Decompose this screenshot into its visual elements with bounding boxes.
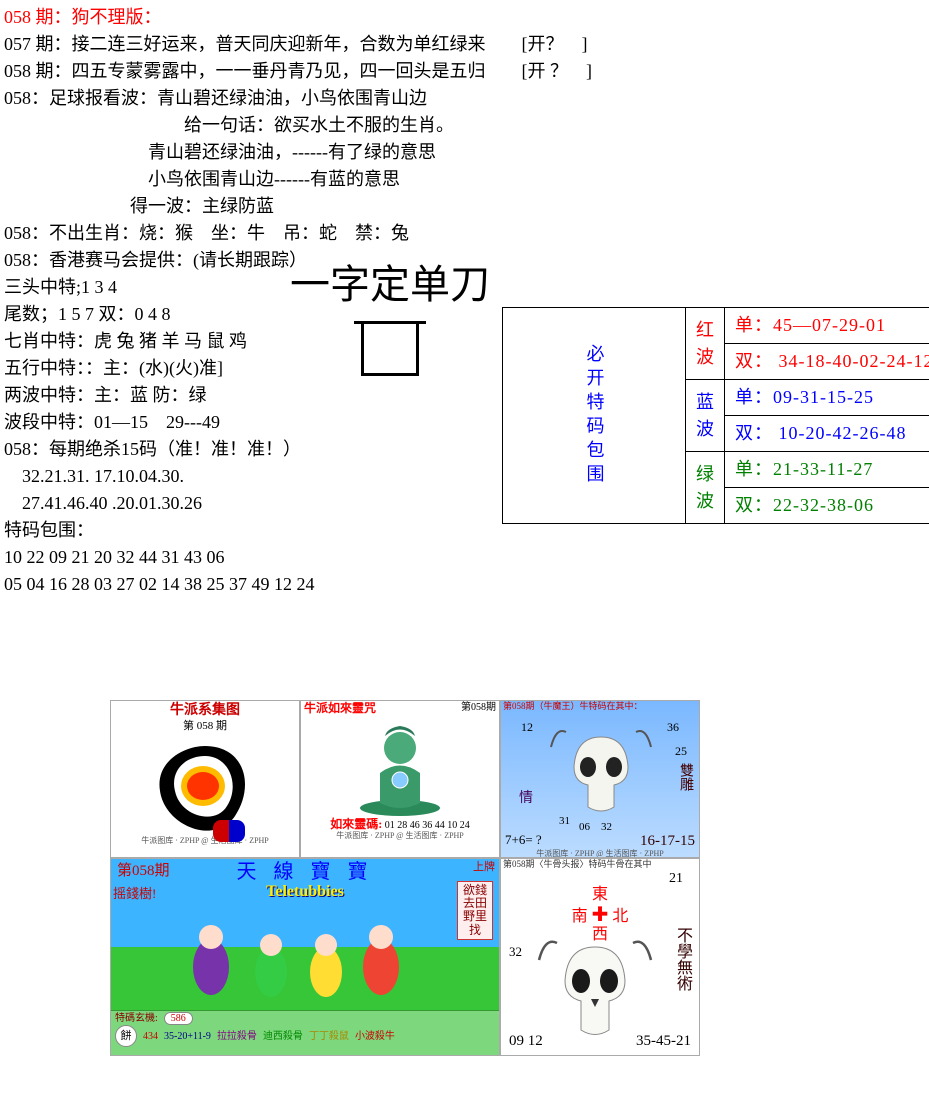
blue-even: 双： 10-20-42-26-48	[725, 416, 929, 452]
green-odd: 单：21-33-11-27	[725, 452, 929, 488]
p4-issue: 第058期	[117, 863, 170, 880]
p4-coin-icon: 餅	[115, 1025, 137, 1047]
blue-odd: 单：09-31-15-25	[725, 380, 929, 416]
p3-n12: 12	[521, 721, 533, 734]
gallery-panel-3: 第058期（牛魔王）牛特码在其中： 12 36 25 雙雕 情 31 06	[500, 700, 700, 858]
p2-issue: 第058期	[461, 702, 496, 715]
p3-n36: 36	[667, 721, 679, 734]
p3-header: 第058期（牛魔王）牛特码在其中：	[501, 701, 699, 713]
header-title: 058 期：狗不理版：	[4, 4, 929, 31]
football-l2: 给一句话：欲买水土不服的生肖。	[4, 112, 929, 139]
swirl-icon	[145, 736, 265, 836]
gallery-panel-1: 牛派系集图 第 058 期 牛派图库 · ZPHP @ 生活图库 · ZPHP	[110, 700, 300, 858]
tema-row1: 10 22 09 21 20 32 44 31 43 06	[4, 544, 929, 571]
p2-bottom: 如來靈碼: 01 28 46 36 44 10 24	[301, 818, 499, 831]
p5-n21: 21	[501, 871, 699, 886]
wave-green: 绿波	[686, 452, 725, 524]
image-gallery: 牛派系集图 第 058 期 牛派图库 · ZPHP @ 生活图库 · ZPHP …	[110, 700, 700, 1056]
hk-line: 058：香港赛马会提供：(请长期跟踪）	[4, 247, 929, 274]
p4-f2: 迪西殺骨	[263, 1031, 303, 1042]
football-l1: 058：足球报看波：青山碧还绿油油，小鸟依围青山边	[4, 85, 929, 112]
teletubbies-icon	[171, 907, 471, 1007]
p3-footer: 牛派图库 · ZPHP @ 生活图库 · ZPHP	[501, 849, 699, 858]
p2-footer: 牛派图库 · ZPHP @ 生活图库 · ZPHP	[301, 831, 499, 842]
p3-result: 16-17-15	[640, 833, 695, 850]
p5-n32: 32	[509, 945, 522, 959]
gallery-panel-2: 牛派如來靈咒 第058期 如來靈碼: 01 28 46 36 44 10 24 …	[300, 700, 500, 858]
p3-n06: 06	[579, 821, 590, 833]
skull-icon	[546, 727, 656, 817]
p2-title: 牛派如來靈咒	[304, 702, 376, 715]
wave-blue: 蓝波	[686, 380, 725, 452]
codes-table-wrap: 必开特码包围 红波 单：45—07-29-01 双： 34-18-40-02-2…	[502, 307, 929, 524]
p4-f4: 小波殺牛	[355, 1031, 395, 1042]
green-even: 双：22-32-38-06	[725, 488, 929, 524]
wave-red: 红波	[686, 308, 725, 380]
p3-n25: 25	[675, 745, 687, 758]
three-head: 三头中特;1 3 4	[4, 274, 929, 301]
red-odd: 单：45—07-29-01	[725, 308, 929, 344]
gallery-panel-4: 第058期 摇錢樹! 天 線 寶 寶 Teletubbies 上牌 欲錢去田野里…	[110, 858, 500, 1056]
codes-table: 必开特码包围 红波 单：45—07-29-01 双： 34-18-40-02-2…	[502, 307, 929, 524]
red-even: 双： 34-18-40-02-24-12	[725, 344, 929, 380]
p1-issue: 第 058 期	[111, 720, 299, 732]
tema-row2: 05 04 16 28 03 27 02 14 38 25 37 49 12 2…	[4, 571, 929, 598]
p3-right-text: 雙雕	[678, 763, 693, 791]
p5-header: 第058期〈牛骨头报〉特码牛骨在其中	[501, 859, 699, 871]
line-057: 057 期：接二连三好运来，普天同庆迎新年，合数为单红绿来 [开？ ]	[4, 31, 929, 58]
gallery-panel-5: 第058期〈牛骨头报〉特码牛骨在其中 21 東 南 ✚ 北 西 32 不學無術	[500, 858, 700, 1056]
p4-f3: 丁丁殺鼠	[309, 1031, 349, 1042]
p3-question: 7+6= ?	[505, 833, 542, 850]
football-l5: 得一波：主绿防蓝	[4, 193, 929, 220]
football-l4: 小鸟依围青山边------有蓝的意思	[4, 166, 929, 193]
codes-vert-label: 必开特码包围	[503, 308, 686, 524]
p4-strip-n2: 434	[143, 1031, 158, 1042]
skull2-icon	[535, 935, 655, 1045]
p4-logo: Teletubbies	[111, 883, 499, 901]
p3-n31: 31	[559, 815, 570, 827]
p4-strip-eq: 35-20+11-9	[164, 1031, 211, 1042]
p3-left-text: 情	[519, 791, 533, 806]
p3-n32: 32	[601, 821, 612, 833]
p4-strip-n1: 586	[164, 1012, 193, 1025]
p4-f1: 拉拉殺骨	[217, 1031, 257, 1042]
p4-left-label: 摇錢樹!	[113, 887, 156, 901]
zodiac-line: 058：不出生肖：烧：猴 坐：牛 吊：蛇 禁：兔	[4, 220, 929, 247]
buddha-icon	[355, 718, 445, 818]
football-l3: 青山碧还绿油油，------有了绿的意思	[4, 139, 929, 166]
p5-right-text: 不學無術	[673, 927, 691, 991]
p4-strip-label: 特碼玄機:	[115, 1013, 158, 1024]
line-058a: 058 期：四五专蒙雾露中，一一垂丹青乃见，四一回头是五归 [开 ？ ]	[4, 58, 929, 85]
p1-title: 牛派系集图	[111, 701, 299, 720]
p4-up: 上牌	[473, 861, 495, 873]
p1-footer: 牛派图库 · ZPHP @ 生活图库 · ZPHP	[111, 836, 299, 847]
